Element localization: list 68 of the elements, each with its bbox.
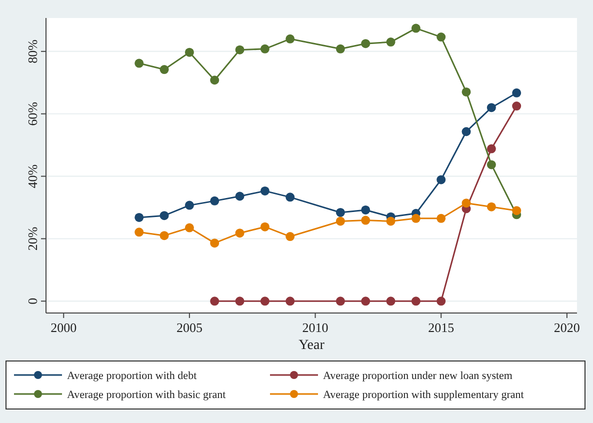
point xyxy=(286,34,295,44)
point xyxy=(436,175,446,184)
point xyxy=(512,206,522,216)
legend-label: Average proportion with basic grant xyxy=(67,389,226,401)
point xyxy=(336,44,345,54)
point xyxy=(361,216,370,225)
point xyxy=(235,192,244,201)
point xyxy=(462,198,471,208)
point xyxy=(512,102,522,111)
point xyxy=(486,103,496,112)
point xyxy=(160,211,169,220)
y-tick-label: 20% xyxy=(25,226,40,251)
point xyxy=(210,296,220,306)
x-axis-title: Year xyxy=(298,338,325,353)
point xyxy=(286,192,295,202)
point xyxy=(462,87,471,96)
point xyxy=(286,296,295,306)
legend-label: Average proportion with supplementary grant xyxy=(323,389,524,401)
point xyxy=(411,296,420,306)
x-tick-label: 2010 xyxy=(302,320,328,335)
point xyxy=(361,39,370,48)
point xyxy=(336,208,345,217)
point xyxy=(235,45,244,54)
point xyxy=(210,76,220,85)
point xyxy=(235,296,244,306)
point xyxy=(160,65,169,74)
point xyxy=(361,296,370,306)
point xyxy=(411,24,420,33)
y-tick-label: 60% xyxy=(25,102,40,126)
x-tick-label: 2000 xyxy=(50,320,77,335)
point xyxy=(411,214,420,223)
point xyxy=(512,88,522,98)
point xyxy=(260,44,270,54)
point xyxy=(386,216,396,226)
point xyxy=(160,231,169,240)
legend-label: Average proportion with debt xyxy=(67,370,197,382)
point xyxy=(436,32,446,42)
point xyxy=(210,238,220,248)
point xyxy=(361,205,370,214)
point xyxy=(486,144,496,154)
point xyxy=(286,232,295,242)
point xyxy=(486,160,496,170)
point xyxy=(336,296,345,306)
point xyxy=(436,214,446,223)
point xyxy=(386,296,396,306)
y-tick-label: 80% xyxy=(25,39,40,64)
legend-label: Average proportion under new loan system xyxy=(323,370,513,382)
x-tick-label: 2015 xyxy=(428,320,454,335)
y-tick-label: 0 xyxy=(25,298,40,304)
x-tick-label: 2020 xyxy=(554,320,580,335)
y-tick-label: 40% xyxy=(25,164,40,188)
point xyxy=(386,38,396,47)
point xyxy=(134,58,144,68)
x-tick-label: 2005 xyxy=(176,320,202,335)
point xyxy=(184,200,194,210)
point xyxy=(336,216,345,226)
point xyxy=(134,212,144,222)
point xyxy=(436,296,446,306)
point xyxy=(235,228,244,238)
point xyxy=(462,127,471,136)
point xyxy=(486,202,496,212)
point xyxy=(210,196,220,206)
point xyxy=(184,223,194,232)
point xyxy=(260,296,270,306)
point xyxy=(184,48,194,57)
point xyxy=(260,222,270,232)
point xyxy=(134,228,144,237)
point xyxy=(260,186,270,196)
